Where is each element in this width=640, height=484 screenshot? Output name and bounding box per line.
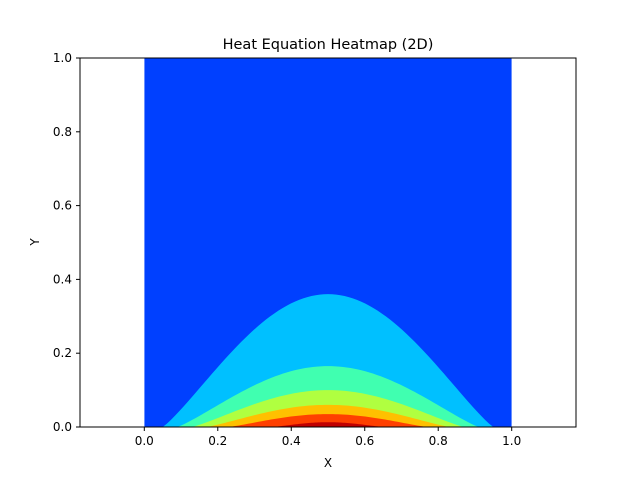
x-tick-label: 0.8: [429, 434, 448, 448]
chart-title: Heat Equation Heatmap (2D): [223, 37, 434, 53]
x-tick-label: 0.0: [135, 434, 154, 448]
contour-band-6: [272, 422, 384, 427]
y-tick-label: 0.2: [53, 346, 72, 360]
y-tick-label: 0.8: [53, 125, 72, 139]
y-tick-label: 0.0: [53, 420, 72, 434]
axes-frame: [79, 57, 577, 428]
x-tick-label: 0.4: [282, 434, 301, 448]
x-tick-label: 0.6: [355, 434, 374, 448]
x-tick-label: 1.0: [502, 434, 521, 448]
y-axis-label: Y: [28, 238, 42, 247]
x-tick-label: 0.2: [208, 434, 227, 448]
y-tick-label: 0.4: [53, 272, 72, 286]
plot-area: [144, 58, 512, 427]
x-axis-label: X: [324, 456, 332, 470]
contour-band-5: [228, 414, 428, 427]
y-tick-label: 0.6: [53, 199, 72, 213]
axes: 0.0 0.2 0.4 0.6 0.8 1.0 0.0 0.2 0.4 0.6 0.8 1.0: [53, 51, 577, 448]
y-tick-label: 1.0: [53, 51, 72, 65]
